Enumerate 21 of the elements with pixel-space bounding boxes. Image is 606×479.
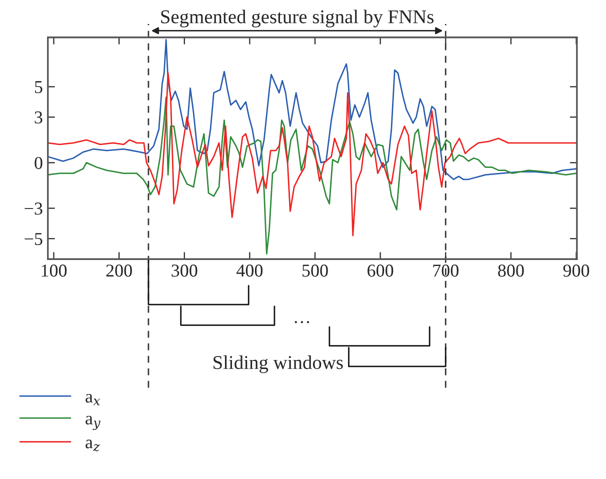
chart-title: Segmented gesture signal by FNNs [161,10,434,28]
x-tick-label: 500 [302,264,328,277]
x-tick-label: 200 [106,264,132,277]
x-tick-label: 900 [563,264,590,277]
x-tick-label: 400 [236,264,263,277]
y-tick-label: −5 [24,233,42,246]
text: … [294,321,310,324]
line-series [48,72,577,236]
legend-label: a$_{z}$ [86,440,100,452]
y-tick-label: 3 [34,111,42,124]
x-tick-label: 600 [368,264,394,277]
x-tick-label: 300 [172,264,198,277]
text: Sliding windows [214,355,343,374]
x-tick-label: 800 [498,264,524,277]
y-tick-label: −3 [24,202,42,215]
y-tick-label: 5 [35,81,42,94]
legend-label: a$_{x}$ [86,394,100,406]
line-series [48,96,577,255]
x-tick-label: 100 [42,264,67,277]
y-tick-label: 0 [34,156,42,170]
legend-label: a$_{y}$ [86,416,100,430]
